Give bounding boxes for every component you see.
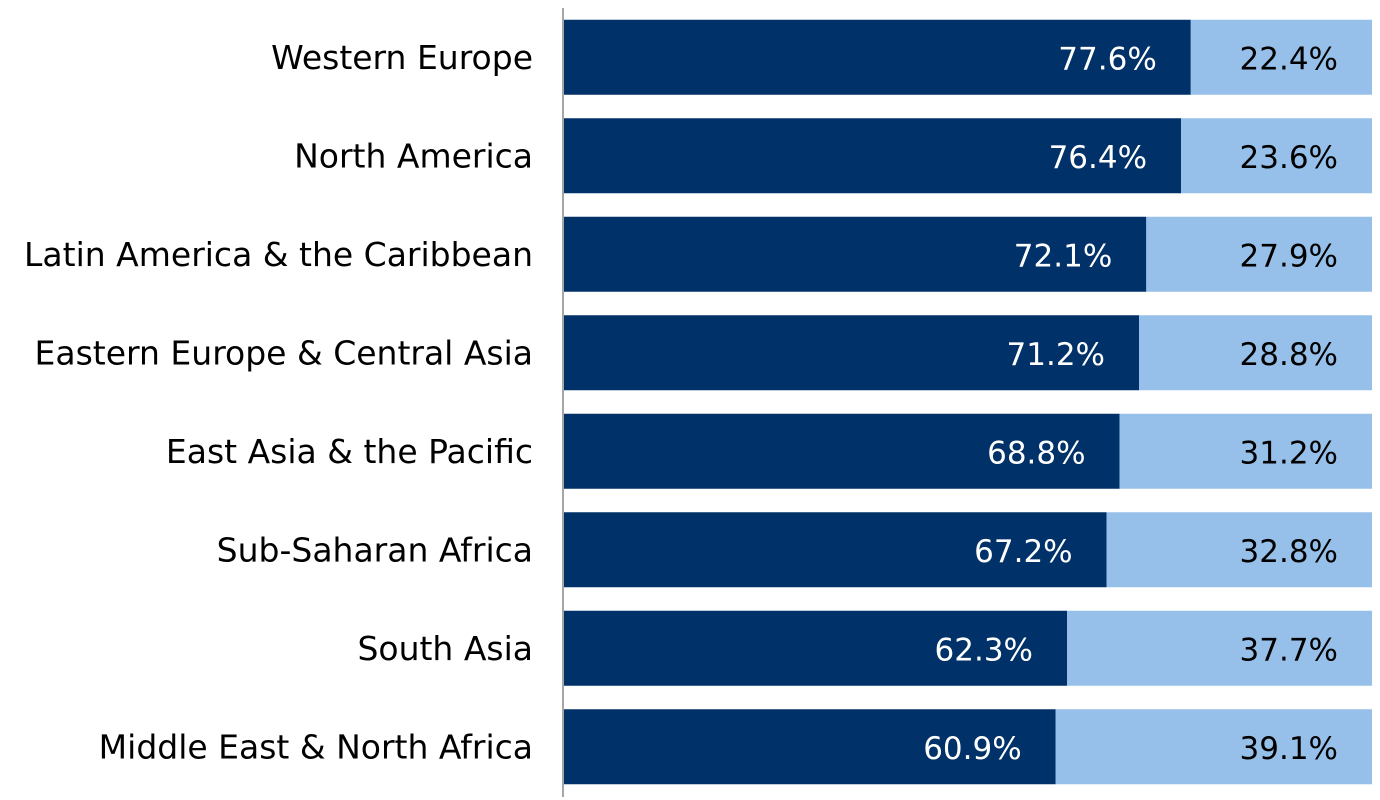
value-label-2-latin-america-and-the-caribbean: 27.9% (1240, 238, 1338, 274)
value-label-1-sub-saharan-africa: 67.2% (974, 534, 1072, 570)
category-label-south-asia: South Asia (357, 629, 533, 668)
bar-segment-1-east-asia-and-the-pacific (563, 413, 1120, 489)
value-labels: 77.6% 22.4% 76.4% 23.6% 72.1% 27.9% 71.2% 28.8%… (923, 41, 1338, 767)
bar-segment-1-south-asia (563, 610, 1068, 686)
bar-segment-1-eastern-europe-and-central-asia (563, 315, 1140, 391)
value-label-2-western-europe: 22.4% (1240, 41, 1338, 77)
bar-segment-1-latin-america-and-the-caribbean (563, 216, 1147, 292)
bar-segment-2-western-europe (1190, 19, 1372, 95)
value-label-1-eastern-europe-and-central-asia: 71.2% (1007, 337, 1105, 373)
bar-segment-2-middle-east-and-north-africa (1055, 709, 1372, 785)
value-label-2-east-asia-and-the-pacific: 31.2% (1240, 435, 1338, 471)
value-label-1-middle-east-and-north-africa: 60.9% (923, 731, 1021, 767)
bar-segment-1-western-europe (563, 19, 1191, 95)
value-label-1-north-america: 76.4% (1049, 140, 1147, 176)
value-label-2-eastern-europe-and-central-asia: 28.8% (1240, 337, 1338, 373)
value-label-2-sub-saharan-africa: 32.8% (1240, 534, 1338, 570)
category-label-sub-saharan-africa: Sub-Saharan Africa (217, 530, 533, 569)
category-label-middle-east-and-north-africa: Middle East & North Africa (99, 727, 533, 766)
bar-segment-2-north-america (1181, 118, 1372, 194)
bars-group (563, 19, 1372, 785)
category-labels: Western Europe North America Latin America… (24, 38, 533, 767)
bar-segment-2-east-asia-and-the-pacific (1119, 413, 1372, 489)
value-label-2-middle-east-and-north-africa: 39.1% (1240, 731, 1338, 767)
bar-segment-1-north-america (563, 118, 1182, 194)
category-label-north-america: North America (294, 136, 533, 175)
category-label-east-asia-and-the-pacific: East Asia & the Pacific (166, 432, 533, 471)
bar-segment-2-eastern-europe-and-central-asia (1139, 315, 1372, 391)
bar-segment-1-middle-east-and-north-africa (563, 709, 1056, 785)
bar-segment-2-south-asia (1067, 610, 1372, 686)
value-label-2-north-america: 23.6% (1240, 140, 1338, 176)
category-label-western-europe: Western Europe (271, 38, 533, 77)
value-label-2-south-asia: 37.7% (1240, 632, 1338, 668)
bar-segment-1-sub-saharan-africa (563, 512, 1107, 588)
value-label-1-western-europe: 77.6% (1058, 41, 1156, 77)
bar-segment-2-sub-saharan-africa (1106, 512, 1372, 588)
category-label-latin-america-and-the-caribbean: Latin America & the Caribbean (24, 235, 533, 274)
value-label-1-south-asia: 62.3% (935, 632, 1033, 668)
category-label-eastern-europe-and-central-asia: Eastern Europe & Central Asia (35, 333, 533, 372)
value-label-1-east-asia-and-the-pacific: 68.8% (987, 435, 1085, 471)
value-label-1-latin-america-and-the-caribbean: 72.1% (1014, 238, 1112, 274)
bar-segment-2-latin-america-and-the-caribbean (1146, 216, 1372, 292)
